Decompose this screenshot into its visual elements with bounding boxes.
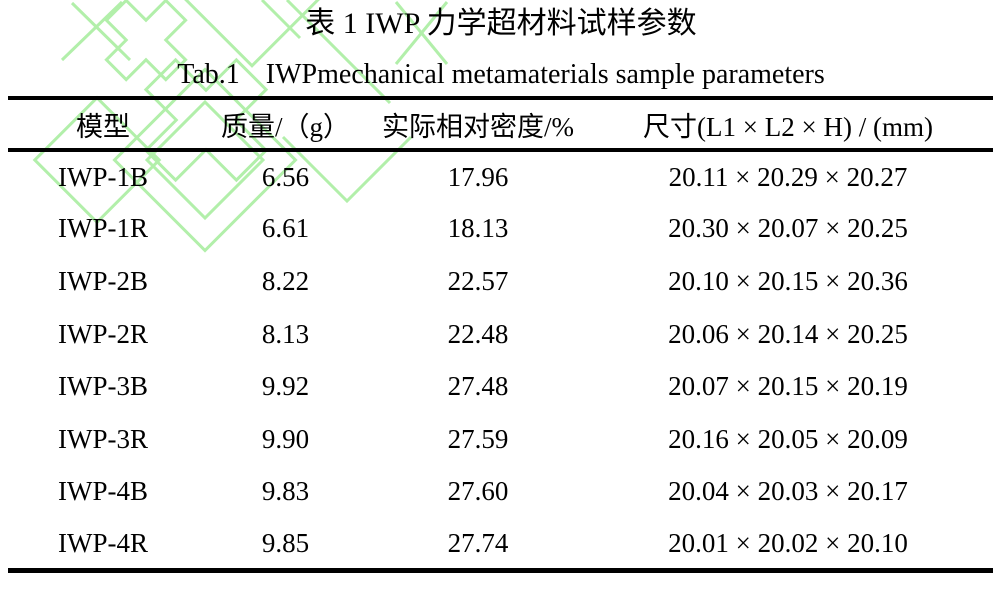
table-row: IWP-2B 8.22 22.57 20.10 × 20.15 × 20.36	[8, 255, 993, 308]
cell-model: IWP-2R	[58, 318, 148, 349]
cell-density: 22.48	[447, 318, 509, 349]
cell-model: IWP-4B	[58, 476, 148, 507]
cell-density: 22.57	[447, 265, 509, 296]
cell-dimensions: 20.01 × 20.02 × 20.10	[668, 527, 908, 558]
cell-model: IWP-3R	[58, 423, 148, 454]
cell-model: IWP-4R	[58, 527, 148, 558]
cell-model: IWP-1B	[58, 161, 148, 192]
cell-mass: 9.92	[261, 371, 310, 402]
table-row: IWP-3B 9.92 27.48 20.07 × 20.15 × 20.19	[8, 360, 993, 413]
cell-model: IWP-2B	[58, 265, 148, 296]
table-row: IWP-4B 9.83 27.60 20.04 × 20.03 × 20.17	[8, 466, 993, 519]
cell-mass: 9.83	[261, 476, 310, 507]
cell-mass: 9.90	[261, 423, 310, 454]
cell-density: 27.74	[447, 527, 509, 558]
col-header-model: 模型	[76, 111, 130, 142]
table-row: IWP-2R 8.13 22.48 20.06 × 20.14 × 20.25	[8, 308, 993, 361]
cell-dimensions: 20.30 × 20.07 × 20.25	[668, 213, 908, 244]
cell-model: IWP-3B	[58, 371, 148, 402]
sample-parameters-table: 模型 质量/（g） 实际相对密度/% 尺寸(L1 × L2 × H) / (mm…	[8, 96, 993, 574]
cell-dimensions: 20.10 × 20.15 × 20.36	[668, 265, 908, 296]
cell-mass: 9.85	[261, 527, 310, 558]
cell-density: 17.96	[447, 161, 509, 192]
cell-mass: 8.22	[261, 265, 310, 296]
col-header-dimensions: 尺寸(L1 × L2 × H) / (mm)	[643, 111, 933, 142]
cell-dimensions: 20.04 × 20.03 × 20.17	[668, 476, 908, 507]
cell-dimensions: 20.11 × 20.29 × 20.27	[668, 161, 908, 192]
cell-dimensions: 20.16 × 20.05 × 20.09	[668, 423, 908, 454]
table-row: IWP-1B 6.56 17.96 20.11 × 20.29 × 20.27	[8, 150, 993, 203]
table-row: IWP-1R 6.61 18.13 20.30 × 20.07 × 20.25	[8, 203, 993, 256]
cell-mass: 6.61	[261, 213, 310, 244]
table-row: IWP-4R 9.85 27.74 20.01 × 20.02 × 20.10	[8, 518, 993, 571]
table-caption-en-text: IWPmechanical metamaterials sample param…	[265, 59, 825, 90]
cell-mass: 8.13	[261, 318, 310, 349]
cell-mass: 6.56	[261, 161, 310, 192]
table-caption-en-label: Tab.1	[177, 59, 240, 90]
table-caption-en: Tab.1 IWPmechanical metamaterials sample …	[0, 56, 1002, 94]
table-row: IWP-3R 9.90 27.59 20.16 × 20.05 × 20.09	[8, 413, 993, 466]
cell-density: 27.59	[447, 423, 509, 454]
cell-density: 27.60	[447, 476, 509, 507]
table-title-zh: 表 1 IWP 力学超材料试样参数	[305, 7, 697, 40]
cell-model: IWP-1R	[58, 213, 148, 244]
col-header-mass: 质量/（g）	[220, 111, 350, 142]
col-header-density: 实际相对密度/%	[382, 111, 574, 142]
cell-dimensions: 20.06 × 20.14 × 20.25	[668, 318, 908, 349]
cell-density: 18.13	[447, 213, 509, 244]
cell-density: 27.48	[447, 371, 509, 402]
header-row: 模型 质量/（g） 实际相对密度/% 尺寸(L1 × L2 × H) / (mm…	[8, 98, 993, 150]
cell-dimensions: 20.07 × 20.15 × 20.19	[668, 371, 908, 402]
